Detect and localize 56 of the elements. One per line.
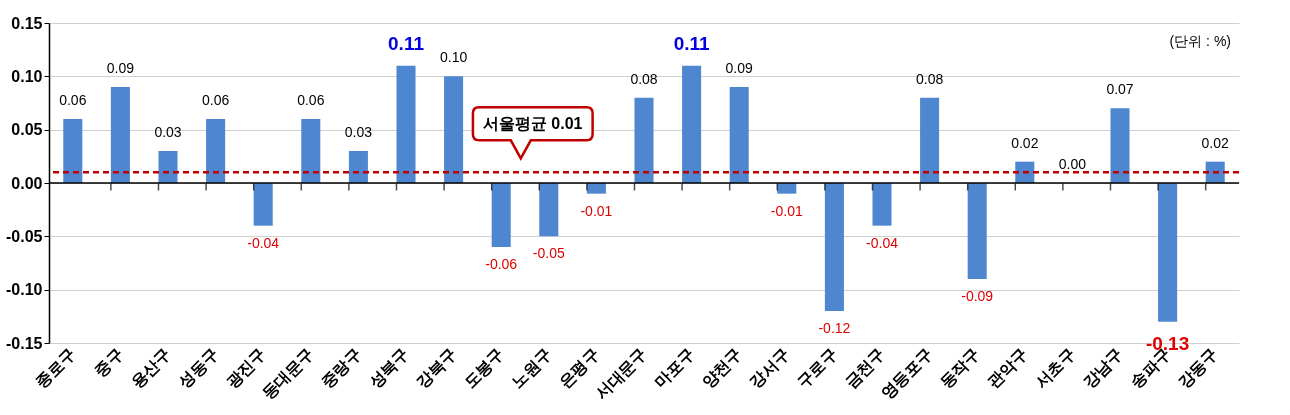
bar [682,65,702,183]
y-tick-label: -0.10 [6,281,43,299]
bar [110,87,130,183]
bar [158,151,178,183]
bar [348,151,368,183]
data-label: 0.03 [344,124,373,140]
bar [539,183,559,237]
data-label: -0.01 [770,202,803,219]
annotation: (단위 : %) [1169,33,1231,49]
data-label: -0.06 [485,256,518,272]
bar [634,97,654,183]
data-label: 0.02 [1201,134,1230,151]
data-label: 0.08 [630,70,658,87]
bar [63,119,83,183]
data-label: -0.04 [247,234,280,251]
bar [206,119,226,183]
y-tick-label: 0.15 [11,14,43,32]
data-label: 0.02 [1011,134,1039,151]
y-tick-label: -0.05 [6,227,43,245]
data-label: 0.09 [106,60,135,76]
bar [253,183,273,226]
data-label: -0.12 [818,320,851,336]
data-label: 0.08 [915,70,944,87]
data-label: -0.09 [961,288,994,304]
data-label: -0.01 [580,202,613,219]
data-label: 0.11 [388,32,425,54]
bar [1158,183,1178,322]
bar [301,119,321,183]
data-label: 0.00 [1058,156,1087,172]
bar [491,183,511,247]
y-tick-label: -0.15 [6,334,43,352]
bar [920,97,940,183]
data-label: 0.03 [154,124,182,140]
data-label: 0.06 [201,92,230,108]
data-label: 0.10 [439,49,468,66]
data-label: 0.06 [297,92,325,108]
bar [872,183,892,226]
data-label: 0.06 [59,92,87,108]
bar [729,87,749,183]
bar [967,183,987,279]
data-label: -0.04 [866,234,899,251]
x-tick-label: 중구 [91,345,127,380]
data-label: 0.09 [725,60,754,76]
ref-line-label: 서울평균 0.01 [482,115,583,133]
data-label: -0.05 [532,245,565,262]
bar [777,183,797,194]
y-tick-label: 0.10 [11,67,43,85]
bar [824,183,844,311]
bar [444,76,464,183]
bar [396,65,416,183]
bar [1110,108,1130,183]
y-tick-label: 0.00 [11,174,43,192]
data-label: 0.07 [1106,81,1134,98]
y-tick-label: 0.05 [11,121,43,139]
data-label: 0.11 [673,32,710,54]
bar [586,183,606,194]
